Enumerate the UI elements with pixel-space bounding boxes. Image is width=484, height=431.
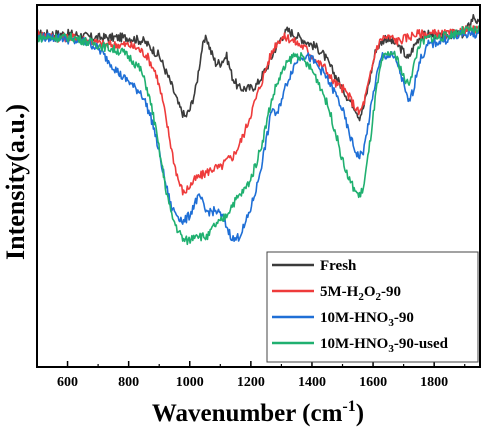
series-line-4: [36, 25, 481, 246]
series-group: [36, 14, 481, 246]
x-tick-label: 1400: [298, 375, 326, 390]
legend-label-2: 5M-H2O2-90: [320, 284, 401, 303]
series-line-1: [36, 14, 481, 122]
plot-frame: [36, 4, 481, 368]
x-axis: 600 800 1000 1200 1400 1600 1800: [36, 361, 466, 390]
x-tick-label: 1000: [176, 375, 204, 390]
x-axis-label-superscript: -1: [342, 398, 355, 415]
x-tick-label: 800: [118, 375, 139, 390]
legend: Fresh 5M-H2O2-90 10M-HNO3-90 10M-HNO3-90-us…: [266, 251, 479, 363]
y-axis-label: Intensity(a.u.): [1, 104, 30, 260]
legend-label-3: 10M-HNO3-90: [320, 310, 414, 329]
x-axis-label-end: ): [356, 400, 364, 427]
x-tick-label: 600: [57, 375, 78, 390]
series-line-3: [36, 29, 481, 242]
x-tick-label: 1200: [237, 375, 265, 390]
x-tick-label: 1600: [359, 375, 387, 390]
x-axis-label: Wavenumber (cm-1): [152, 398, 364, 427]
x-axis-label-main: Wavenumber (cm: [152, 400, 343, 427]
legend-label-4: 10M-HNO3-90-used: [320, 336, 449, 355]
x-tick-label: 1800: [420, 375, 448, 390]
legend-label-1: Fresh: [320, 258, 357, 274]
series-line-2: [36, 25, 481, 196]
